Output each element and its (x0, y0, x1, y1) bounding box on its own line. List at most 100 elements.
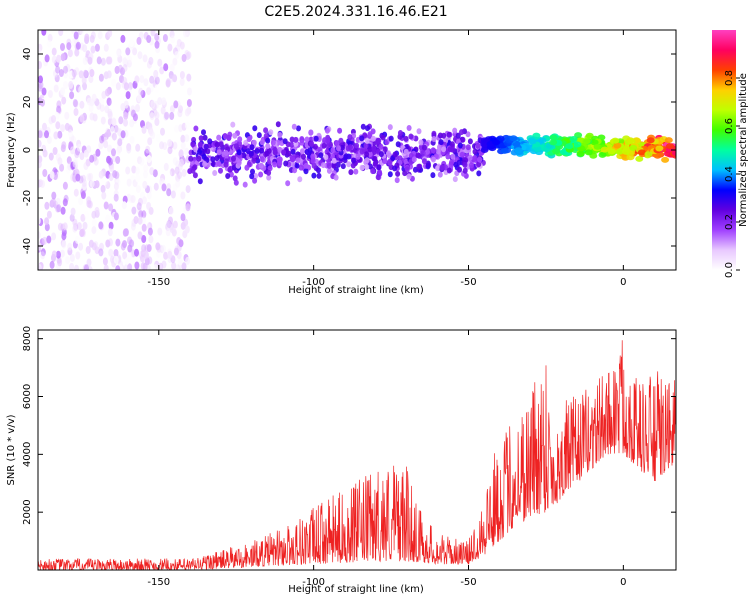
heatmap-cell (514, 147, 523, 154)
colorbar-tick-label: 0.4 (724, 166, 735, 182)
heatmap-cell (95, 148, 101, 157)
heatmap-cell (161, 97, 167, 106)
heatmap-cell (56, 54, 62, 63)
heatmap-cell (459, 129, 464, 136)
heatmap-cell (285, 180, 291, 187)
heatmap-cell (450, 153, 456, 160)
heatmap-cell (154, 76, 160, 85)
heatmap-cell (137, 216, 143, 225)
heatmap-cell (50, 197, 56, 206)
heatmap-cell (100, 180, 106, 188)
heatmap-cell (275, 121, 281, 128)
heatmap-cell (107, 144, 112, 153)
heatmap-cell (136, 36, 142, 45)
heatmap-cell (163, 63, 169, 72)
heatmap-cell (108, 248, 114, 257)
heatmap-cell (412, 166, 418, 173)
heatmap-cell (197, 178, 203, 185)
heatmap-cell (46, 235, 52, 244)
heatmap-cell (351, 157, 356, 164)
heatmap-cell (71, 69, 77, 78)
heatmap-cell (111, 148, 116, 157)
heatmap-cell (154, 40, 160, 49)
snr-y-tick-label: 6000 (22, 384, 33, 409)
heatmap-cell (613, 142, 622, 149)
heatmap-cell (226, 134, 232, 141)
heatmap-cell (62, 222, 68, 231)
heatmap-cell (60, 53, 66, 62)
heatmap-cell (38, 242, 42, 251)
heatmap-cell (644, 151, 653, 158)
heatmap-cell (85, 158, 91, 167)
heatmap-cell (202, 134, 208, 141)
heatmap-cell (107, 228, 113, 237)
heatmap-cell (106, 155, 112, 164)
heatmap-cell (79, 100, 85, 109)
heatmap-cell (462, 167, 468, 174)
heatmap-cell (363, 142, 369, 149)
heatmap-cell (174, 166, 180, 175)
heatmap-cell (449, 159, 454, 166)
snr-panel: -150 -100 -50 0 2000 4000 6000 8000 Height of … (6, 326, 677, 595)
heatmap-cell (415, 152, 421, 159)
heatmap-cell (165, 228, 171, 237)
spectrogram-y-tick-label: 20 (22, 96, 33, 109)
heatmap-cell (108, 203, 114, 212)
heatmap-cell (528, 138, 537, 145)
heatmap-cell (72, 224, 78, 233)
heatmap-cell (171, 261, 177, 270)
heatmap-cell (582, 138, 591, 145)
heatmap-cell (354, 142, 360, 149)
heatmap-cell (101, 191, 107, 200)
heatmap-cell (72, 99, 78, 107)
heatmap-cell (88, 104, 94, 112)
spectrogram-y-label: Frequency (Hz) (6, 112, 17, 188)
heatmap-cell (316, 172, 322, 179)
heatmap-cell (84, 211, 89, 219)
heatmap-cell (69, 91, 75, 100)
heatmap-cell (135, 174, 141, 183)
heatmap-cell (51, 232, 57, 241)
heatmap-cell (94, 43, 100, 52)
snr-x-label: Height of straight line (km) (288, 584, 424, 595)
heatmap-cell (56, 204, 62, 213)
heatmap-cell (301, 153, 306, 160)
heatmap-cell (394, 177, 400, 184)
heatmap-cell (134, 248, 139, 257)
heatmap-cell (431, 156, 436, 163)
heatmap-cell (175, 179, 181, 188)
heatmap-cell (135, 143, 141, 152)
heatmap-cell (296, 125, 301, 132)
heatmap-cell (169, 105, 175, 114)
heatmap-cell (67, 242, 73, 251)
heatmap-cell (157, 58, 163, 67)
heatmap-cell (84, 33, 90, 42)
heatmap-cell (178, 239, 184, 248)
heatmap-cell (40, 248, 46, 257)
heatmap-cell (60, 144, 66, 153)
heatmap-cell (185, 185, 191, 194)
heatmap-cell (265, 137, 271, 144)
heatmap-cell (42, 236, 48, 245)
heatmap-cell (637, 149, 646, 156)
heatmap-cell (103, 201, 109, 210)
heatmap-cell (375, 137, 381, 144)
heatmap-cell (131, 109, 136, 118)
heatmap-cell (57, 258, 63, 267)
heatmap-cell (131, 206, 137, 215)
heatmap-cell (53, 131, 59, 140)
heatmap-cell (125, 91, 131, 100)
heatmap-cell (286, 150, 292, 157)
heatmap-cell (44, 130, 49, 139)
heatmap-cell (82, 221, 88, 230)
heatmap-cell (115, 82, 121, 91)
heatmap-cell (437, 171, 443, 178)
snr-x-tick-label: -150 (147, 577, 170, 588)
heatmap-cell (246, 136, 252, 143)
heatmap-cell (51, 55, 57, 64)
heatmap-cell (70, 146, 75, 155)
heatmap-cell (38, 43, 43, 52)
heatmap-cell (181, 262, 187, 270)
heatmap-cell (120, 67, 125, 76)
heatmap-cell (303, 162, 309, 169)
